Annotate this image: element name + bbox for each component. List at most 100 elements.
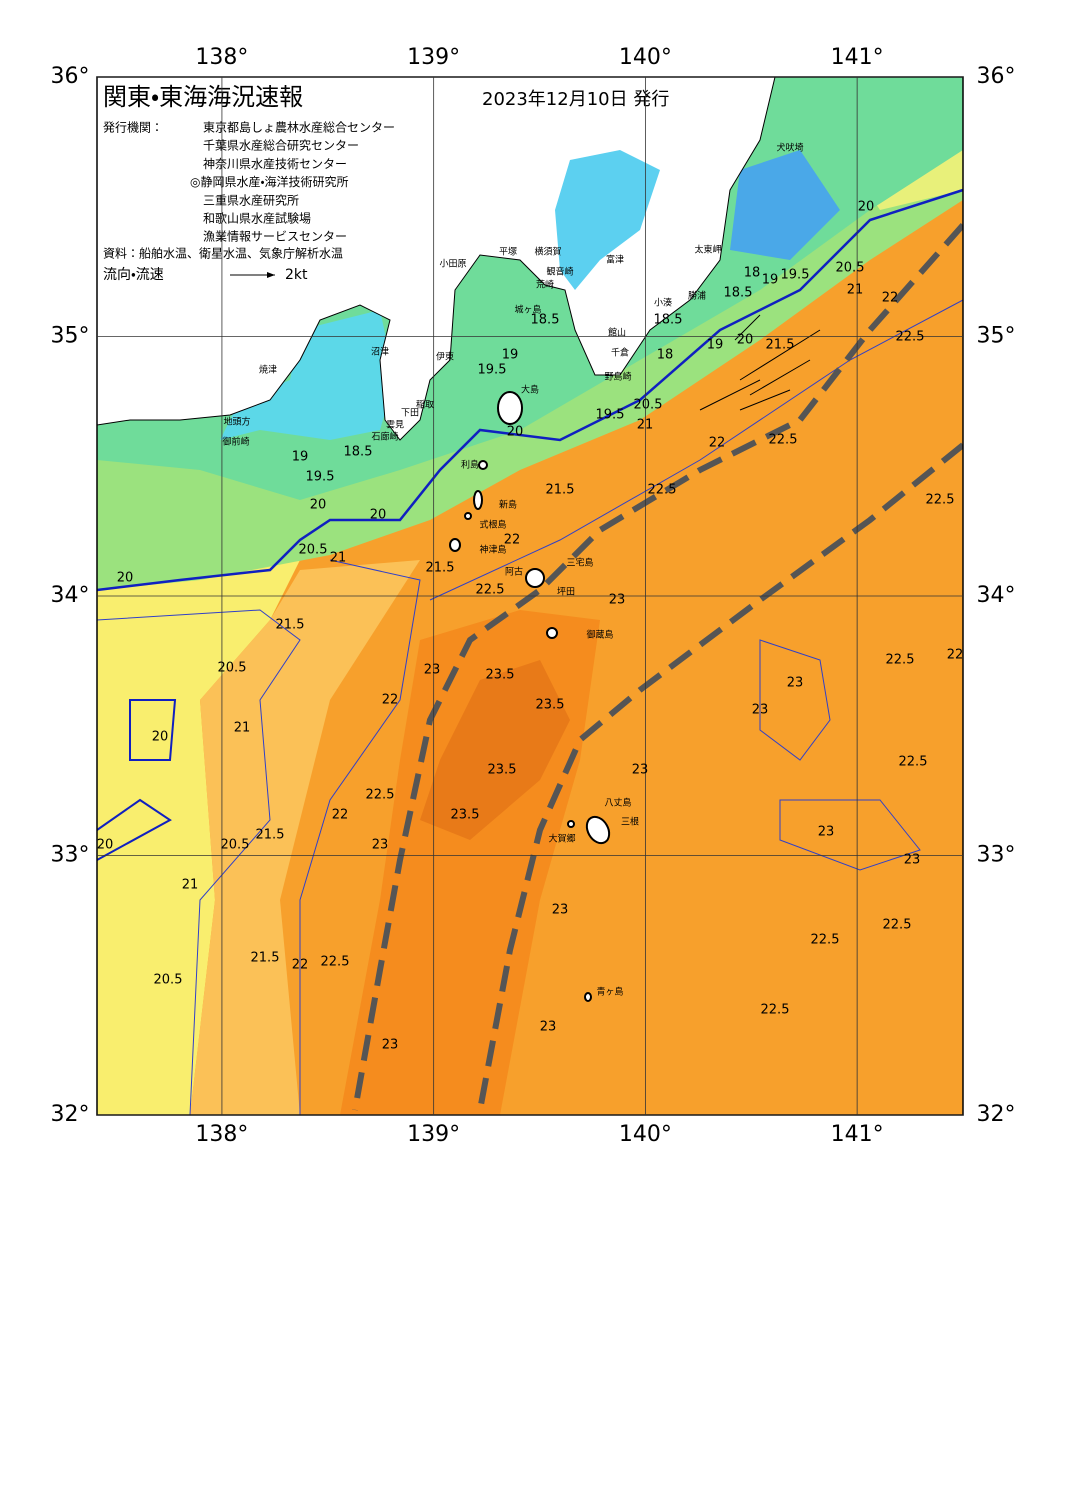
place-name: 勝浦 — [688, 290, 706, 302]
place-name: 坪田 — [557, 587, 575, 598]
place-name: 利島 — [461, 459, 479, 471]
isotherm-label: 21.5 — [256, 828, 285, 843]
isotherm-label: 21 — [182, 878, 199, 893]
suruga-bay — [220, 310, 395, 440]
island — [473, 490, 483, 510]
flow-arrows — [699, 314, 821, 411]
lon-label: 141° — [831, 45, 884, 70]
issuer: 東京都島しょ農林水産総合センター — [203, 120, 395, 135]
place-name: 石廊崎 — [371, 431, 398, 443]
isotherm-label: 22.5 — [366, 788, 395, 803]
lat-label: 32° — [51, 1102, 90, 1127]
lat-label: 35° — [977, 324, 1016, 349]
place-name: 平塚 — [499, 247, 517, 258]
flow-legend: 流向・流速 — [103, 267, 164, 283]
isotherm-label: 20 — [507, 425, 524, 440]
isotherm-label: 22.5 — [648, 483, 677, 498]
isotherm-label: 21.5 — [546, 483, 575, 498]
isotherm-label: 18.5 — [654, 313, 683, 328]
island — [585, 815, 611, 845]
isotherm-label: 22 — [709, 436, 726, 451]
isotherm-label: 23.5 — [486, 668, 515, 683]
isotherm-label: 18.5 — [531, 313, 560, 328]
isotherm-label: 18.5 — [724, 286, 753, 301]
isotherm-label: 22.5 — [761, 1003, 790, 1018]
issuer: 漁業情報サービスセンター — [203, 230, 347, 244]
island — [449, 538, 461, 552]
island — [546, 627, 558, 639]
place-name: 富津 — [606, 254, 624, 266]
flow-arrow — [699, 379, 761, 411]
isotherm-label: 19.5 — [781, 268, 810, 283]
island — [525, 568, 545, 588]
isotherm-label: 19 — [707, 338, 724, 353]
place-name: 三根 — [621, 816, 639, 828]
islands — [449, 391, 611, 1002]
isotherm-label: 22.5 — [899, 755, 928, 770]
isotherm-label: 22.5 — [886, 653, 915, 668]
isotherm-label: 20 — [737, 333, 754, 348]
data-source: 資料：船舶水温、衛星水温、気象庁解析水温 — [103, 246, 343, 261]
place-name: 荒崎 — [536, 279, 554, 291]
island — [497, 391, 523, 425]
place-name: 小湊 — [654, 297, 672, 309]
isotherm-label: 20.5 — [154, 973, 183, 988]
isotherm-label: 18 — [744, 266, 761, 281]
isotherm-label: 22.5 — [769, 433, 798, 448]
flow-legend-head — [267, 272, 275, 278]
lon-label: 139° — [407, 1122, 460, 1147]
sea-cool — [97, 540, 300, 1115]
isotherm-label: 19 — [292, 450, 309, 465]
lat-label: 36° — [51, 64, 90, 89]
isotherm-label: 23 — [609, 593, 626, 608]
issuer: 千葉県水産総合研究センター — [203, 138, 359, 153]
isotherm-label: 20 — [370, 508, 387, 523]
isotherm-label: 23 — [382, 1038, 399, 1053]
isotherm-label: 20 — [858, 200, 875, 215]
map-area — [97, 77, 963, 1115]
sea-warmest — [420, 660, 570, 840]
lat-label: 36° — [977, 64, 1016, 89]
isotherm-label: 23 — [552, 903, 569, 918]
lat-label: 35° — [51, 324, 90, 349]
place-name: 城ヶ島 — [514, 304, 541, 316]
lat-label: 32° — [977, 1102, 1016, 1127]
isotherm-label: 23 — [372, 838, 389, 853]
place-name: 御蔵島 — [586, 629, 613, 641]
isotherm-label: 23.5 — [451, 808, 480, 823]
issuer: 神奈川県水産技術センター — [203, 156, 347, 171]
tokyo-bay — [555, 150, 660, 290]
isotherm-label: 23 — [818, 825, 835, 840]
place-name: 下田 — [401, 408, 419, 419]
place-name: 焼津 — [259, 365, 277, 376]
isotherm-label: 22 — [292, 958, 309, 973]
isotherm-label: 20 — [152, 730, 169, 745]
issue-date: 2023年12月10日 発行 — [482, 89, 669, 110]
place-name: 伊東 — [436, 351, 454, 363]
isotherm-label: 19 — [502, 348, 519, 363]
place-name: 式根島 — [479, 519, 506, 531]
lon-label: 141° — [831, 1122, 884, 1147]
isotherm-label: 23 — [752, 703, 769, 718]
isotherm-label: 23 — [424, 663, 441, 678]
kuroshio-south — [477, 442, 963, 1111]
isotherm-label: 20 — [310, 498, 327, 513]
isotherm-label: 21 — [234, 721, 251, 736]
island — [478, 460, 488, 470]
isotherm-label: 19 — [762, 273, 779, 288]
isotherm-label: 21.5 — [251, 951, 280, 966]
isotherm-label: 18.5 — [344, 445, 373, 460]
place-name: 館山 — [608, 327, 626, 339]
isotherm-label: 20.5 — [221, 838, 250, 853]
isotherm-label: 18 — [657, 348, 674, 363]
isotherm-label: 22 — [947, 648, 964, 663]
lat-label: 33° — [51, 843, 90, 868]
lon-label: 138° — [195, 45, 248, 70]
isotherm-label: 22.5 — [896, 330, 925, 345]
isotherm-label: 21.5 — [766, 338, 795, 353]
isotherm-label: 21.5 — [276, 618, 305, 633]
lon-label: 140° — [619, 45, 672, 70]
place-name: 地頭方 — [223, 416, 250, 428]
lon-label: 139° — [407, 45, 460, 70]
